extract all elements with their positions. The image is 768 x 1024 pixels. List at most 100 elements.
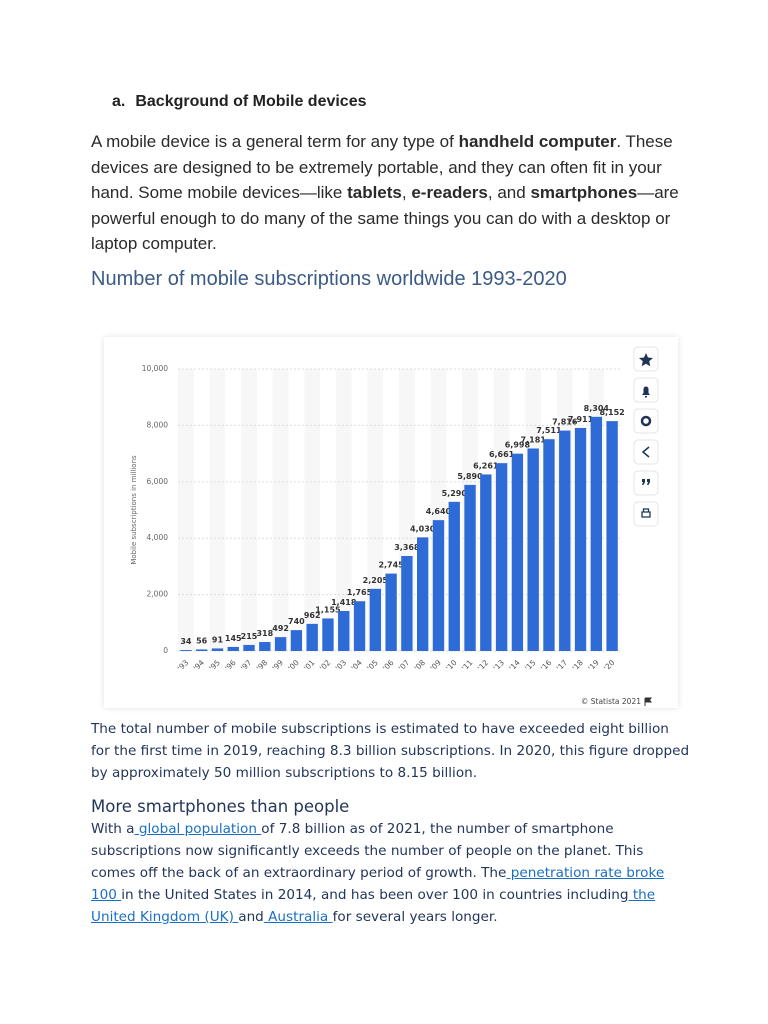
value-label: 8,152 xyxy=(599,408,624,417)
x-tick-label: '00 xyxy=(286,658,301,673)
value-label: 4,030 xyxy=(410,524,436,533)
bar xyxy=(495,463,508,651)
value-label: 962 xyxy=(304,611,321,620)
link[interactable]: the United Kingdom (UK) xyxy=(91,887,656,925)
toolbar xyxy=(633,346,659,527)
x-tick-label: '12 xyxy=(476,658,491,673)
text-run: , xyxy=(401,183,412,202)
value-label: 6,261 xyxy=(473,461,499,470)
text-run: , and xyxy=(487,183,531,202)
credit: © Statista 2021 xyxy=(581,697,641,706)
x-tick-label: '17 xyxy=(555,658,570,673)
x-tick-label: '15 xyxy=(523,658,538,673)
x-tick-label: '01 xyxy=(302,658,317,673)
y-axis-title: Mobile subscriptions in millions xyxy=(130,455,138,565)
bar xyxy=(274,637,287,651)
value-label: 1,155 xyxy=(315,605,341,614)
value-label: 145 xyxy=(225,634,242,643)
share-icon xyxy=(641,446,650,458)
y-tick-label: 6,000 xyxy=(147,477,169,486)
x-tick-label: '19 xyxy=(586,658,601,673)
bar xyxy=(590,416,603,651)
list-marker: a. xyxy=(112,93,126,110)
value-label: 8,304 xyxy=(584,404,610,413)
text-run: for several years longer. xyxy=(332,909,498,925)
link[interactable]: global population xyxy=(134,821,262,837)
x-tick-label: '06 xyxy=(381,658,396,673)
x-tick-label: '13 xyxy=(491,658,506,673)
bar xyxy=(385,573,397,651)
x-tick-label: '20 xyxy=(602,658,617,673)
bar xyxy=(290,630,303,651)
x-tick-label: '11 xyxy=(460,658,475,673)
bar xyxy=(606,421,618,651)
bar xyxy=(480,474,492,651)
bar xyxy=(543,439,555,651)
link[interactable]: Australia xyxy=(263,909,333,925)
gear-icon xyxy=(640,415,652,427)
bar xyxy=(227,646,239,651)
bar xyxy=(353,601,366,651)
bar xyxy=(464,484,476,651)
cite-button[interactable] xyxy=(633,470,659,496)
x-tick-label: '95 xyxy=(207,658,222,673)
value-label: 7,181 xyxy=(521,435,547,444)
x-tick-label: '07 xyxy=(397,658,412,673)
text-run: and xyxy=(238,909,264,925)
x-tick-label: '02 xyxy=(318,658,333,673)
bar xyxy=(211,648,224,651)
body-paragraph: With a global population of 7.8 billion … xyxy=(91,818,681,928)
share-button[interactable] xyxy=(633,439,659,465)
x-tick-label: '04 xyxy=(349,658,364,673)
x-tick-label: '05 xyxy=(365,658,380,673)
x-tick-label: '98 xyxy=(255,658,270,673)
section-title: Number of mobile subscriptions worldwide… xyxy=(91,268,567,290)
value-label: 1,765 xyxy=(347,588,373,597)
bar xyxy=(559,430,571,651)
value-label: 215 xyxy=(241,632,258,641)
bar xyxy=(322,618,334,651)
star-icon xyxy=(639,353,653,367)
text-run: in the United States in 2014, and has be… xyxy=(121,887,629,903)
settings-button[interactable] xyxy=(633,408,659,434)
value-label: 56 xyxy=(196,636,208,645)
heading: a. Background of Mobile devices xyxy=(112,93,367,111)
y-tick-label: 10,000 xyxy=(142,364,168,373)
x-tick-label: '99 xyxy=(270,658,285,673)
y-tick-label: 4,000 xyxy=(147,533,169,542)
value-label: 4,640 xyxy=(426,507,452,516)
bar xyxy=(369,588,382,651)
x-tick-label: '93 xyxy=(176,658,191,673)
link[interactable]: penetration rate broke 100 xyxy=(91,865,665,903)
bar xyxy=(432,520,445,651)
plot-band xyxy=(335,369,352,651)
heading-title: Background of Mobile devices xyxy=(135,93,367,110)
bar xyxy=(195,649,208,651)
text-run: With a xyxy=(91,821,135,837)
plot-band xyxy=(367,369,384,651)
value-label: 34 xyxy=(180,637,192,646)
bell-icon xyxy=(642,386,650,398)
chart: Mobile subscriptions in millions © Stati… xyxy=(130,346,659,706)
x-tick-label: '97 xyxy=(239,658,254,673)
intro-paragraph: A mobile device is a general term for an… xyxy=(91,129,691,257)
bar xyxy=(416,537,429,651)
bar xyxy=(527,448,539,651)
value-label: 492 xyxy=(272,624,289,633)
print-icon xyxy=(641,508,651,518)
x-tick-label: '18 xyxy=(570,658,585,673)
x-tick-label: '14 xyxy=(507,658,522,673)
value-label: 7,816 xyxy=(552,418,578,427)
bold-text: tablets xyxy=(347,183,402,202)
bar xyxy=(306,623,318,651)
plot-band xyxy=(209,369,226,651)
value-label: 2,745 xyxy=(378,561,404,570)
print-button[interactable] xyxy=(633,501,659,527)
bar xyxy=(401,556,413,651)
flag-icon xyxy=(644,697,652,706)
x-tick-label: '08 xyxy=(413,658,428,673)
plot-band xyxy=(178,369,194,651)
bar xyxy=(243,644,255,651)
text-run: A mobile device is a general term for an… xyxy=(91,132,459,151)
